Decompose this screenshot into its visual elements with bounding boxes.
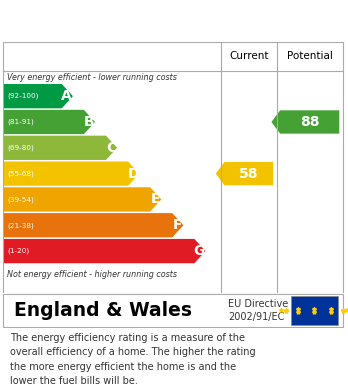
Text: (69-80): (69-80) [8, 145, 34, 151]
Bar [291, 296, 338, 325]
Polygon shape [216, 162, 273, 185]
Polygon shape [3, 239, 206, 263]
Text: Potential: Potential [287, 51, 333, 61]
Polygon shape [3, 187, 161, 212]
Text: E: E [150, 192, 160, 206]
Text: (81-91): (81-91) [8, 119, 34, 125]
Text: Not energy efficient - higher running costs: Not energy efficient - higher running co… [7, 269, 177, 278]
Polygon shape [3, 161, 139, 186]
Text: C: C [106, 141, 116, 155]
Text: EU Directive
2002/91/EC: EU Directive 2002/91/EC [228, 299, 288, 322]
Text: (92-100): (92-100) [8, 93, 39, 99]
Text: (55-68): (55-68) [8, 170, 34, 177]
Text: B: B [84, 115, 94, 129]
Text: (39-54): (39-54) [8, 196, 34, 203]
Text: (21-38): (21-38) [8, 222, 34, 228]
Text: D: D [127, 167, 139, 181]
Polygon shape [3, 136, 117, 160]
Polygon shape [271, 110, 339, 134]
Text: A: A [62, 89, 72, 103]
Polygon shape [3, 213, 183, 237]
Text: Energy Efficiency Rating: Energy Efficiency Rating [9, 13, 238, 31]
Text: Very energy efficient - lower running costs: Very energy efficient - lower running co… [7, 73, 177, 82]
Text: The energy efficiency rating is a measure of the
overall efficiency of a home. T: The energy efficiency rating is a measur… [10, 333, 256, 386]
Text: F: F [173, 218, 182, 232]
Text: 88: 88 [300, 115, 319, 129]
Text: (1-20): (1-20) [8, 248, 30, 254]
Text: England & Wales: England & Wales [14, 301, 192, 320]
Text: Current: Current [229, 51, 269, 61]
Text: 58: 58 [239, 167, 259, 181]
Polygon shape [3, 84, 73, 108]
Polygon shape [3, 110, 95, 134]
Text: G: G [194, 244, 205, 258]
